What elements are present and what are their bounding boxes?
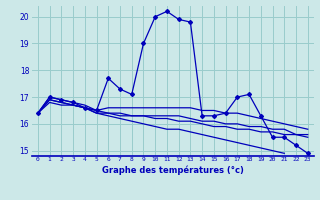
X-axis label: Graphe des températures (°c): Graphe des températures (°c) — [102, 165, 244, 175]
